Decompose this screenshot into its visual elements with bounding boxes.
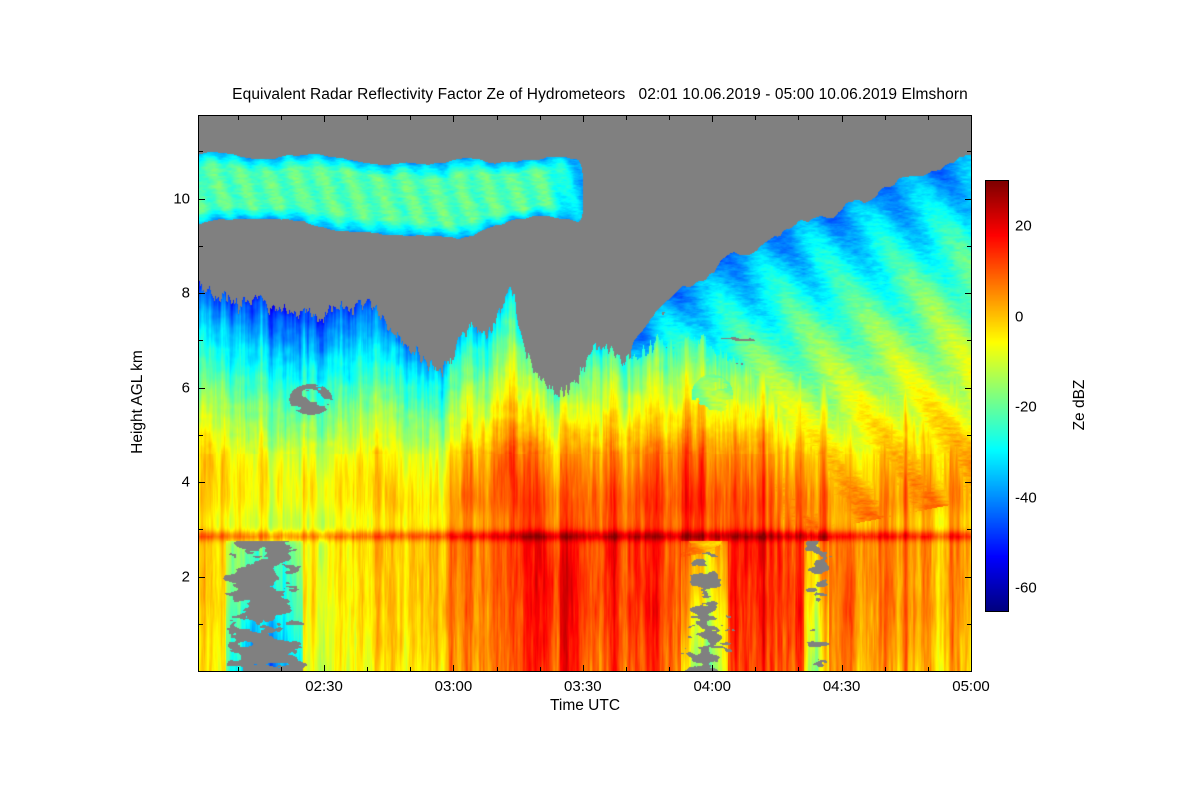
- y-tick-minor-right: [967, 151, 971, 153]
- x-tick-minor-top: [625, 116, 627, 120]
- x-tick-minor: [755, 667, 757, 671]
- x-tick-major-top: [971, 116, 972, 122]
- y-axis-label: Height AGL km: [129, 350, 146, 454]
- x-tick-minor: [798, 667, 800, 671]
- x-tick-major-top: [582, 116, 584, 122]
- y-tick-minor-right: [967, 623, 971, 625]
- page-title: Equivalent Radar Reflectivity Factor Ze …: [232, 86, 968, 103]
- x-tick-minor: [367, 667, 369, 671]
- colorbar-tick-label: -40: [1015, 489, 1037, 507]
- y-tick-minor: [199, 340, 203, 342]
- radar-reflectivity-heatmap: [199, 116, 971, 671]
- y-tick-label: 10: [173, 190, 190, 208]
- x-tick-major: [712, 665, 714, 671]
- y-tick-major: [199, 293, 205, 295]
- x-tick-label: 04:30: [822, 678, 861, 695]
- x-tick-minor-top: [539, 116, 541, 120]
- x-axis-label: Time UTC: [549, 697, 621, 714]
- y-tick-label: 6: [181, 379, 190, 397]
- x-tick-minor: [496, 667, 498, 671]
- x-tick-minor-top: [669, 116, 671, 120]
- colorbar-tick-label: 20: [1015, 217, 1032, 235]
- y-tick-minor-right: [967, 529, 971, 531]
- x-tick-major-top: [841, 116, 843, 122]
- x-tick-label: 04:00: [693, 678, 731, 695]
- x-tick-minor: [410, 667, 412, 671]
- x-tick-minor-top: [755, 116, 757, 120]
- colorbar-gradient: [986, 181, 1008, 611]
- y-tick-minor: [199, 434, 203, 436]
- x-tick-minor-top: [280, 116, 282, 120]
- y-tick-major-right: [965, 576, 971, 578]
- y-tick-minor-right: [967, 434, 971, 436]
- y-tick-label: 8: [181, 284, 190, 302]
- colorbar-tick-label: -20: [1015, 398, 1037, 416]
- y-tick-label: 2: [181, 568, 190, 586]
- y-tick-minor: [199, 151, 203, 153]
- x-tick-label: 03:00: [434, 678, 473, 695]
- x-tick-label: 02:30: [305, 678, 343, 695]
- colorbar-tick-label: -60: [1015, 579, 1037, 597]
- y-tick-major: [199, 198, 205, 200]
- x-tick-major: [971, 665, 972, 671]
- y-tick-label: 4: [181, 473, 190, 491]
- x-tick-label: 05:00: [952, 678, 990, 695]
- x-tick-major: [582, 665, 584, 671]
- y-tick-minor: [199, 245, 203, 247]
- x-tick-minor-top: [927, 116, 929, 120]
- y-tick-major: [199, 576, 205, 578]
- x-tick-minor: [884, 667, 886, 671]
- x-tick-major-top: [324, 116, 326, 122]
- y-tick-major: [199, 482, 205, 484]
- x-tick-minor-top: [798, 116, 800, 120]
- y-tick-minor: [199, 623, 203, 625]
- x-tick-major: [841, 665, 843, 671]
- y-tick-major-right: [965, 387, 971, 389]
- colorbar-label: Ze dBZ: [1071, 379, 1088, 431]
- x-tick-major-top: [453, 116, 455, 122]
- colorbar: [985, 180, 1009, 612]
- x-tick-major: [453, 665, 455, 671]
- x-tick-minor-top: [410, 116, 412, 120]
- plot-area: [198, 115, 972, 672]
- colorbar-tick-label: 0: [1015, 308, 1024, 326]
- x-tick-minor: [539, 667, 541, 671]
- y-tick-minor: [199, 529, 203, 531]
- y-tick-minor-right: [967, 340, 971, 342]
- x-tick-minor: [669, 667, 671, 671]
- y-tick-minor-right: [967, 245, 971, 247]
- x-tick-minor-top: [496, 116, 498, 120]
- y-tick-major-right: [965, 198, 971, 200]
- y-tick-major-right: [965, 293, 971, 295]
- x-tick-minor-top: [237, 116, 239, 120]
- x-tick-major: [324, 665, 326, 671]
- x-tick-minor: [237, 667, 239, 671]
- x-tick-major-top: [712, 116, 714, 122]
- y-tick-major-right: [965, 482, 971, 484]
- x-tick-minor: [280, 667, 282, 671]
- y-tick-major: [199, 387, 205, 389]
- x-tick-minor: [927, 667, 929, 671]
- x-tick-minor-top: [884, 116, 886, 120]
- x-tick-minor: [625, 667, 627, 671]
- x-tick-minor-top: [367, 116, 369, 120]
- x-tick-label: 03:30: [564, 678, 602, 695]
